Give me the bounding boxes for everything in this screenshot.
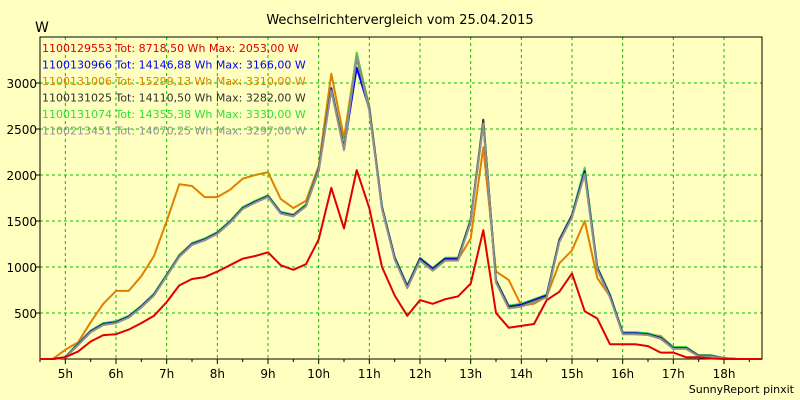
series-line-1100129553	[40, 169, 762, 360]
x-tick-label: 5h	[58, 367, 73, 381]
legend: 1100129553 Tot: 8718,50 Wh Max: 2053,00 …	[42, 42, 306, 138]
y-tick-label: 3000	[6, 77, 37, 91]
legend-entry-1100131006: 1100131006 Tot: 15299,13 Wh Max: 3310,00…	[42, 75, 306, 88]
plot-area-frame	[39, 36, 763, 360]
x-tick-label: 9h	[260, 367, 275, 381]
y-axis-ticks: 500 1000 1500 2000 2500 3000	[6, 77, 40, 321]
y-tick-label: 2500	[6, 123, 37, 137]
x-tick-label: 13h	[459, 367, 482, 381]
chart-title: Wechselrichtervergleich vom 25.04.2015	[266, 13, 533, 28]
y-tick-label: 500	[14, 307, 37, 321]
y-axis-label: W	[35, 20, 49, 36]
y-tick-label: 2000	[6, 169, 37, 183]
y-tick-label: 1500	[6, 215, 37, 229]
legend-entry-1100131025: 1100131025 Tot: 14110,50 Wh Max: 3282,00…	[42, 92, 306, 105]
x-tick-label: 17h	[662, 367, 685, 381]
series-line-1100213451	[40, 54, 762, 360]
x-tick-label: 18h	[713, 367, 736, 381]
chart-grid	[40, 37, 762, 359]
x-tick-label: 16h	[611, 367, 634, 381]
x-tick-label: 8h	[210, 367, 225, 381]
x-tick-label: 10h	[307, 367, 330, 381]
legend-entry-1100130966: 1100130966 Tot: 14146,88 Wh Max: 3166,00…	[42, 59, 306, 72]
series-lines	[40, 51, 762, 360]
x-tick-label: 15h	[561, 367, 584, 381]
legend-entry-1100213451: 1100213451 Tot: 14070,25 Wh Max: 3297,00…	[42, 125, 306, 138]
x-tick-label: 6h	[108, 367, 123, 381]
x-tick-label: 7h	[159, 367, 174, 381]
x-tick-label: 11h	[358, 367, 381, 381]
x-tick-label: 14h	[510, 367, 533, 381]
legend-entry-1100131074: 1100131074 Tot: 14355,38 Wh Max: 3330,00…	[42, 108, 306, 121]
footer-credit: SunnyReport pinxit	[689, 383, 795, 396]
x-axis-ticks: 5h 6h 7h 8h 9h 10h 11h 12h 13h 14h 15h 16h 17h 18h	[39, 359, 750, 381]
legend-entry-1100129553: 1100129553 Tot: 8718,50 Wh Max: 2053,00 …	[42, 42, 299, 55]
x-tick-label: 12h	[409, 367, 432, 381]
y-tick-label: 1000	[6, 261, 37, 275]
